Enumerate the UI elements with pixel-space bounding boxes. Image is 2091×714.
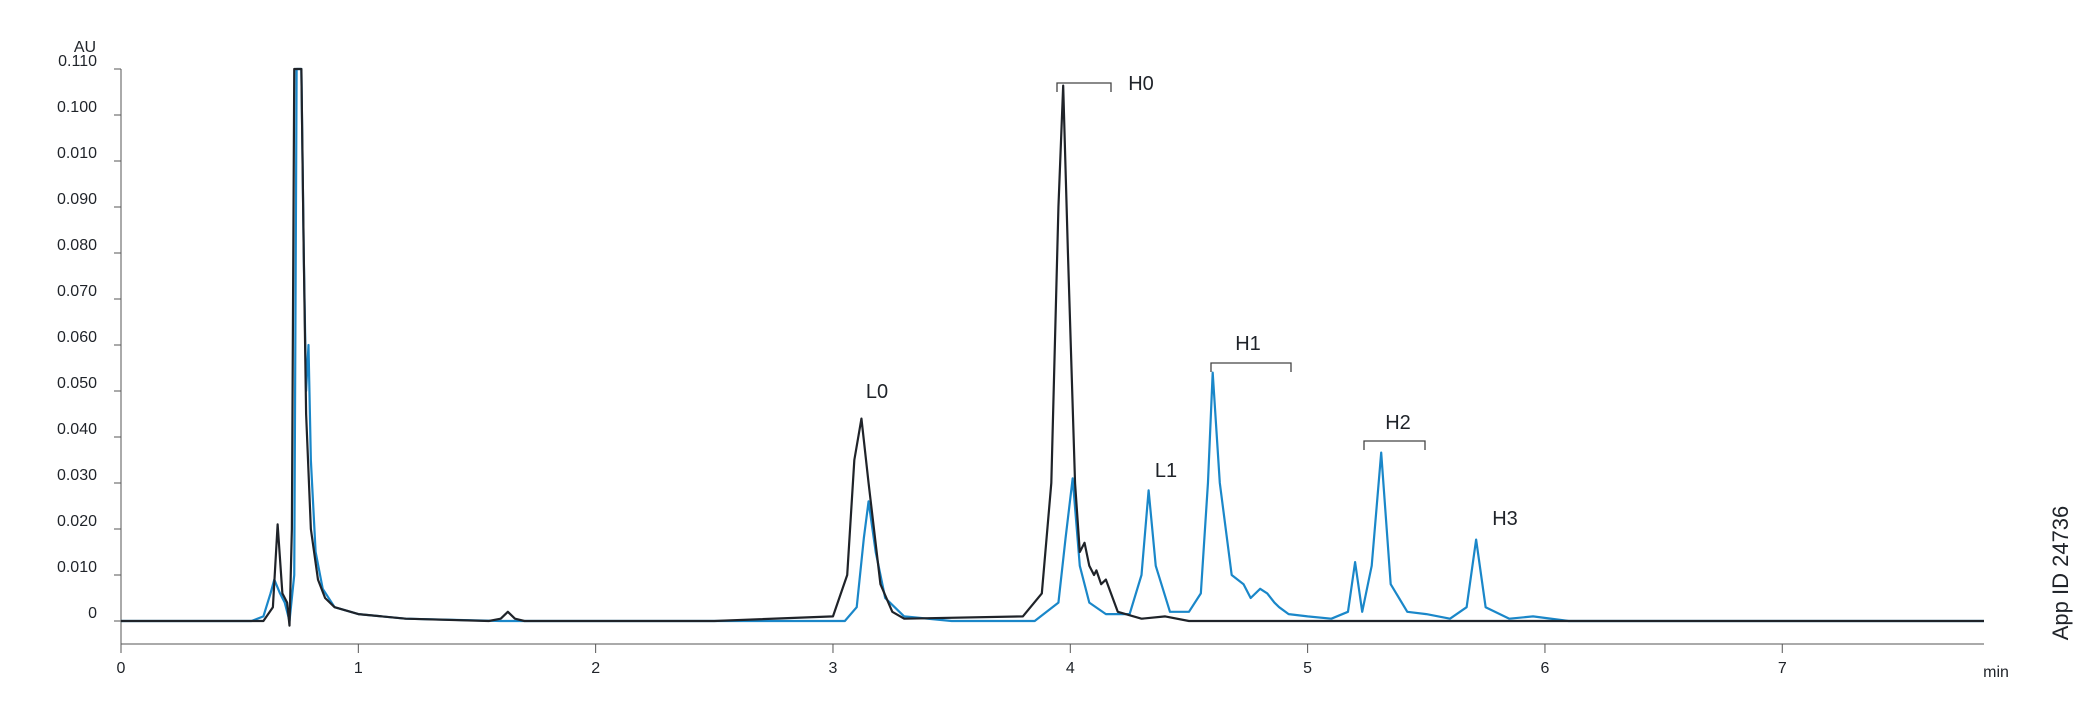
peak-label: H3	[1492, 508, 1518, 530]
y-unit: AU	[74, 39, 96, 56]
x-unit: min	[1983, 664, 2009, 681]
y-tick-label: 0.060	[57, 329, 97, 346]
x-tick-label: 7	[1778, 660, 1787, 677]
x-tick-label: 2	[591, 660, 600, 677]
app-id: App ID 24736	[2048, 506, 2073, 641]
y-tick-label: 0.070	[57, 283, 97, 300]
peak-label: L1	[1155, 460, 1177, 482]
y-tick-label: 0.010	[57, 559, 97, 576]
bracket	[1363, 440, 1426, 450]
y-tick-label: 0.090	[57, 191, 97, 208]
trace	[121, 67, 1984, 623]
trace	[121, 67, 1984, 627]
peak-label: H1	[1235, 333, 1261, 355]
y-tick-label: 0.040	[57, 421, 97, 438]
peak-label: H2	[1385, 412, 1411, 434]
x-tick-label: 1	[354, 660, 363, 677]
x-tick-label: 6	[1540, 660, 1549, 677]
x-tick-label: 0	[117, 660, 126, 677]
y-tick-label: 0.080	[57, 237, 97, 254]
bracket	[1210, 362, 1292, 372]
x-tick-label: 5	[1303, 660, 1312, 677]
x-tick-label: 4	[1066, 660, 1075, 677]
y-tick-label: 0.020	[57, 513, 97, 530]
y-tick-label: 0.100	[57, 99, 97, 116]
peak-label: L0	[866, 381, 888, 403]
peak-label: H0	[1128, 73, 1154, 95]
y-tick-label: 0.010	[57, 145, 97, 162]
y-tick-label: 0.030	[57, 467, 97, 484]
x-tick-label: 3	[829, 660, 838, 677]
y-tick-label: 0.050	[57, 375, 97, 392]
y-tick-label: 0	[88, 605, 97, 622]
y-tick-label: 0.110	[58, 53, 97, 70]
bracket	[1056, 82, 1112, 92]
